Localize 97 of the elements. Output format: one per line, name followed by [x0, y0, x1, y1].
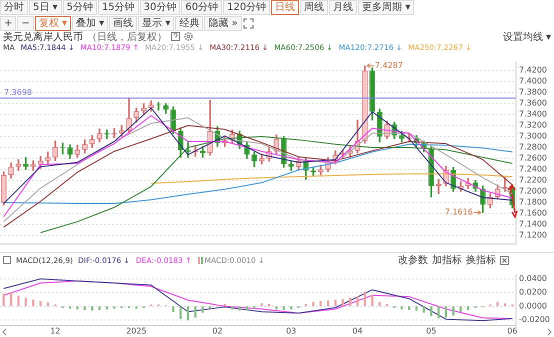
text: 显示 ▾: [138, 16, 174, 31]
text: 经典: [175, 16, 204, 31]
text: 改参数: [398, 254, 428, 267]
text: 30分钟: [140, 0, 180, 15]
text: +: [0, 16, 16, 31]
text: 分时: [0, 0, 28, 15]
text: 15分钟: [98, 0, 139, 15]
x-tick-label: 06: [507, 326, 518, 336]
x-tick-label: 03: [286, 326, 296, 336]
bar: [231, 306, 234, 310]
y-tick-label: 0.0200: [519, 288, 547, 297]
text: −: [17, 16, 34, 31]
y-tick-label: -0.0200: [519, 315, 550, 324]
y-tick-label: 7.3800: [519, 88, 547, 97]
y-tick-label: 7.1400: [519, 220, 547, 228]
bar: [46, 302, 49, 306]
bar: [452, 306, 454, 316]
bar: [430, 306, 432, 316]
bar: [282, 306, 285, 310]
text: 120分钟: [223, 0, 270, 15]
bar: [364, 292, 366, 306]
bar: [24, 298, 27, 306]
y-tick-label: 7.4000: [519, 76, 547, 86]
bar: [371, 294, 374, 306]
y-tick-label: 7.3600: [519, 98, 547, 108]
text: 月线: [329, 0, 358, 15]
text: 周线: [300, 0, 328, 15]
bar: [186, 306, 190, 320]
text: 画线: [109, 16, 138, 31]
bar: [253, 306, 256, 309]
bar: [504, 303, 506, 306]
y-tick-label: 7.2800: [519, 142, 547, 152]
x-tick-label: 04: [352, 326, 363, 336]
bar: [202, 306, 204, 313]
y-tick-label: 0.0400: [519, 274, 547, 283]
x-tick-label: 05: [426, 326, 436, 336]
y-tick-label: 7.3400: [519, 110, 547, 119]
bar: [408, 306, 410, 310]
bar: [224, 304, 226, 306]
bar: [106, 306, 108, 310]
bar: [356, 296, 359, 306]
bar: [260, 303, 263, 306]
text: 更多周期 ▾: [358, 0, 414, 15]
bar: [290, 306, 292, 310]
text: 5日 ▾: [29, 0, 62, 15]
x-tick-label: 2025: [126, 326, 147, 336]
bar: [444, 306, 448, 318]
bar: [2, 294, 5, 306]
y-tick-label: 7.1600: [519, 208, 547, 218]
bar: [400, 306, 403, 310]
bar: [326, 300, 330, 306]
text: 60分钟: [181, 0, 222, 15]
text: 换指标: [466, 254, 496, 267]
y-tick-label: 7.1200: [519, 230, 547, 240]
text: 加指标: [432, 254, 462, 267]
bar: [10, 292, 12, 306]
y-tick-label: 7.4200: [519, 66, 547, 75]
bar: [460, 306, 462, 312]
text: 日线: [271, 0, 300, 15]
annotation: 7.1616: [444, 208, 473, 217]
x-tick-label: 12: [50, 326, 60, 336]
y-tick-label: 7.2200: [519, 176, 547, 185]
text: 设置均线 ▾: [502, 30, 551, 44]
chart-subtitle: （日线，后复权）: [87, 30, 167, 44]
chart-title: 美元兑离岸人民币: [3, 30, 83, 44]
y-tick-label: 7.3000: [519, 132, 547, 141]
y-tick-label: 7.2600: [519, 154, 547, 163]
y-tick-label: 0.0000: [519, 301, 547, 310]
bar: [17, 296, 20, 306]
y-tick-label: 7.2400: [519, 164, 547, 174]
bar: [172, 306, 174, 312]
bar: [84, 306, 86, 310]
bar: [113, 306, 116, 309]
text: 复权 ▾: [34, 16, 71, 31]
bar: [312, 302, 314, 306]
annotation: 7.4287: [374, 60, 403, 70]
bar: [39, 301, 42, 306]
bar: [246, 306, 248, 310]
bar: [342, 299, 344, 306]
bar: [320, 301, 322, 306]
y-tick-label: 7.3200: [519, 120, 547, 130]
bar: [194, 306, 196, 318]
bar: [180, 306, 182, 319]
bar: [98, 306, 101, 310]
ref-line-label: 7.3698: [4, 88, 32, 98]
text: 隐藏 »: [204, 16, 242, 31]
bar: [275, 306, 278, 310]
bar: [32, 300, 34, 306]
text: 5分钟: [62, 0, 97, 15]
text: 叠加 ▾: [72, 16, 108, 31]
bar: [467, 306, 470, 310]
y-tick-label: 7.1800: [519, 198, 547, 207]
y-tick-label: 7.2000: [519, 186, 547, 196]
bar: [438, 306, 440, 318]
bar: [76, 306, 78, 310]
x-tick-label: 02: [212, 326, 223, 336]
bar: [349, 298, 352, 306]
